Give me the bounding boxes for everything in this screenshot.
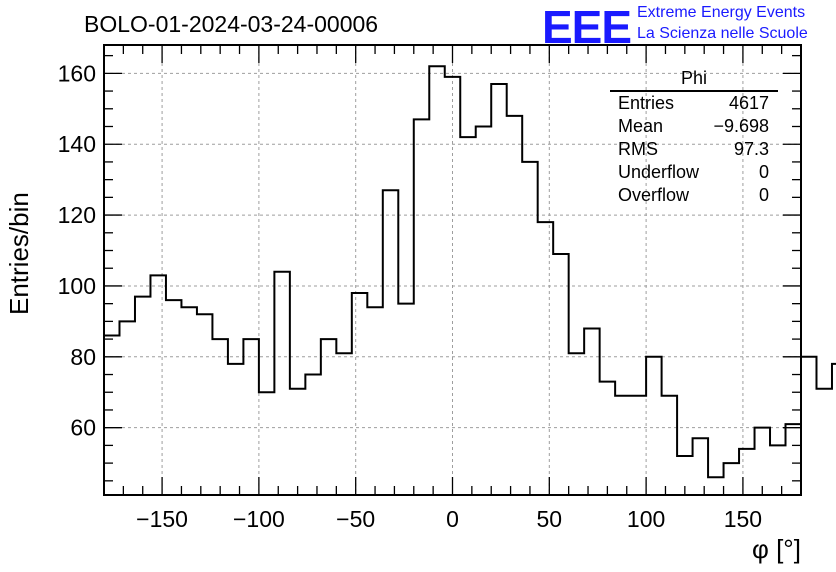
histogram-bin: [135, 297, 150, 495]
histogram-bin: [507, 116, 522, 495]
x-axis-title: φ [°]: [752, 534, 801, 564]
histogram-bin: [522, 162, 537, 495]
stats-value: 97.3: [733, 139, 769, 159]
stats-title: Phi: [610, 68, 778, 92]
histogram-bin: [398, 304, 413, 495]
histogram-bin: [150, 275, 165, 495]
histogram-bin: [228, 364, 243, 495]
histogram-bin: [119, 321, 134, 495]
histogram-bin: [414, 119, 429, 495]
y-tick-label: 100: [58, 273, 96, 299]
x-tick-label: −50: [336, 506, 375, 532]
grid-lines: [104, 45, 801, 495]
stats-label: Overflow: [618, 185, 690, 205]
histogram-bin: [491, 84, 506, 495]
histogram-bin: [786, 424, 801, 495]
stats-label: Entries: [618, 93, 675, 113]
x-tick-label: 50: [537, 506, 563, 532]
x-tick-label: 0: [446, 506, 459, 532]
histogram-bin: [305, 375, 320, 495]
histogram-bin: [476, 126, 491, 495]
histogram-outline: [104, 65, 836, 479]
histogram-bin: [166, 300, 181, 495]
histogram-bin: [460, 137, 475, 495]
histogram-bin: [801, 357, 816, 495]
histogram-bin: [631, 396, 646, 495]
histogram-bin: [708, 477, 723, 495]
stats-value: 0: [758, 162, 769, 182]
stats-row-entries: Entries 4617: [610, 92, 778, 115]
stats-label: Mean: [618, 116, 664, 136]
x-tick-label: 100: [627, 506, 665, 532]
histogram-bin: [259, 392, 274, 495]
stats-value: 0: [758, 185, 769, 205]
histogram-bin: [739, 449, 754, 495]
stats-label: Underflow: [618, 162, 700, 182]
histogram-bin: [321, 339, 336, 495]
stats-row-mean: Mean −9.698: [610, 115, 778, 138]
histogram-bin: [274, 272, 289, 495]
histogram-bin: [553, 254, 568, 495]
x-tick-label: 150: [724, 506, 762, 532]
stats-label: RMS: [618, 139, 658, 159]
histogram-bin: [290, 389, 305, 495]
histogram-bin: [336, 353, 351, 495]
histogram-bin: [584, 328, 599, 495]
y-tick-label: 140: [58, 131, 96, 157]
histogram-bin: [600, 382, 615, 495]
stats-value: 4617: [728, 93, 769, 113]
histogram-bin: [181, 307, 196, 495]
stats-row-rms: RMS 97.3: [610, 138, 778, 161]
histogram-bin: [662, 396, 677, 495]
y-tick-label: 60: [70, 415, 96, 441]
histogram-bin: [615, 396, 630, 495]
histogram-bin: [569, 353, 584, 495]
histogram-bin: [816, 389, 831, 495]
eee-logo-line2: La Scienza nelle Scuole: [637, 25, 808, 42]
histogram-bin: [445, 77, 460, 495]
axes: −150 −100 −50 0 50 100 150 60 80 100 120 140 160: [58, 44, 802, 532]
histogram-bin: [646, 357, 661, 495]
eee-logo-line1: Extreme Energy Events: [637, 4, 806, 21]
histogram-bin: [693, 438, 708, 495]
y-tick-label: 120: [58, 202, 96, 228]
histogram-series: [104, 65, 836, 495]
histogram-bin: [383, 190, 398, 495]
histogram-bin: [197, 314, 212, 495]
y-axis-title: Entries/bin: [4, 192, 34, 315]
histogram-bin: [538, 222, 553, 495]
histogram-bin: [243, 339, 258, 495]
histogram-bin: [755, 428, 770, 495]
run-id-title: BOLO-01-2024-03-24-00006: [84, 11, 379, 37]
x-tick-label: −100: [233, 506, 285, 532]
y-tick-label: 80: [70, 344, 96, 370]
stats-row-underflow: Underflow 0: [610, 161, 778, 184]
histogram-bin: [770, 445, 785, 495]
histogram-bin: [212, 339, 227, 495]
stats-value: −9.698: [713, 116, 769, 136]
y-tick-label: 160: [58, 60, 96, 86]
x-tick-label: −150: [136, 506, 188, 532]
histogram-bin: [429, 66, 444, 495]
stats-box: Phi Entries 4617 Mean −9.698 RMS 97.3 Un…: [610, 68, 778, 207]
stats-row-overflow: Overflow 0: [610, 184, 778, 207]
histogram-bin: [367, 307, 382, 495]
histogram-bin: [104, 336, 119, 495]
histogram-bin: [724, 463, 739, 495]
histogram-bin: [352, 293, 367, 495]
